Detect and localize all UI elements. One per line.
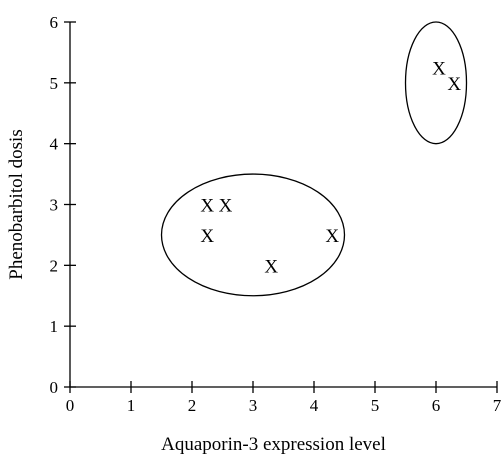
y-tick-label: 3	[50, 196, 59, 215]
cluster-ellipse	[404, 21, 468, 145]
data-point: X	[200, 226, 214, 247]
data-point: X	[325, 226, 339, 247]
x-tick-label: 2	[188, 396, 197, 415]
y-axis-ticks: 0 1 2 3 4 5 6	[50, 13, 76, 397]
data-point: X	[432, 59, 446, 80]
x-tick-label: 4	[310, 396, 319, 415]
x-tick-label: 5	[371, 396, 380, 415]
data-point: X	[264, 256, 278, 277]
x-tick-label: 3	[249, 396, 258, 415]
cluster-ellipse	[160, 173, 346, 297]
y-tick-label: 5	[50, 74, 59, 93]
x-axis-ticks: 0 1 2 3 4 5 6 7	[66, 381, 502, 415]
y-tick-label: 1	[50, 317, 59, 336]
y-tick-label: 0	[50, 378, 59, 397]
cluster-ellipses	[160, 21, 468, 297]
data-point: X	[219, 196, 233, 217]
y-tick-label: 2	[50, 256, 59, 275]
y-tick-label: 6	[50, 13, 59, 32]
data-point: X	[200, 196, 214, 217]
data-point: X	[447, 74, 461, 95]
x-tick-label: 1	[127, 396, 136, 415]
x-axis-title: Aquaporin-3 expression level	[161, 434, 386, 455]
x-tick-label: 0	[66, 396, 75, 415]
x-tick-label: 7	[493, 396, 502, 415]
y-axis-title: Phenobarbitol dosis	[6, 129, 27, 279]
x-tick-label: 6	[432, 396, 441, 415]
y-tick-label: 4	[50, 135, 59, 154]
